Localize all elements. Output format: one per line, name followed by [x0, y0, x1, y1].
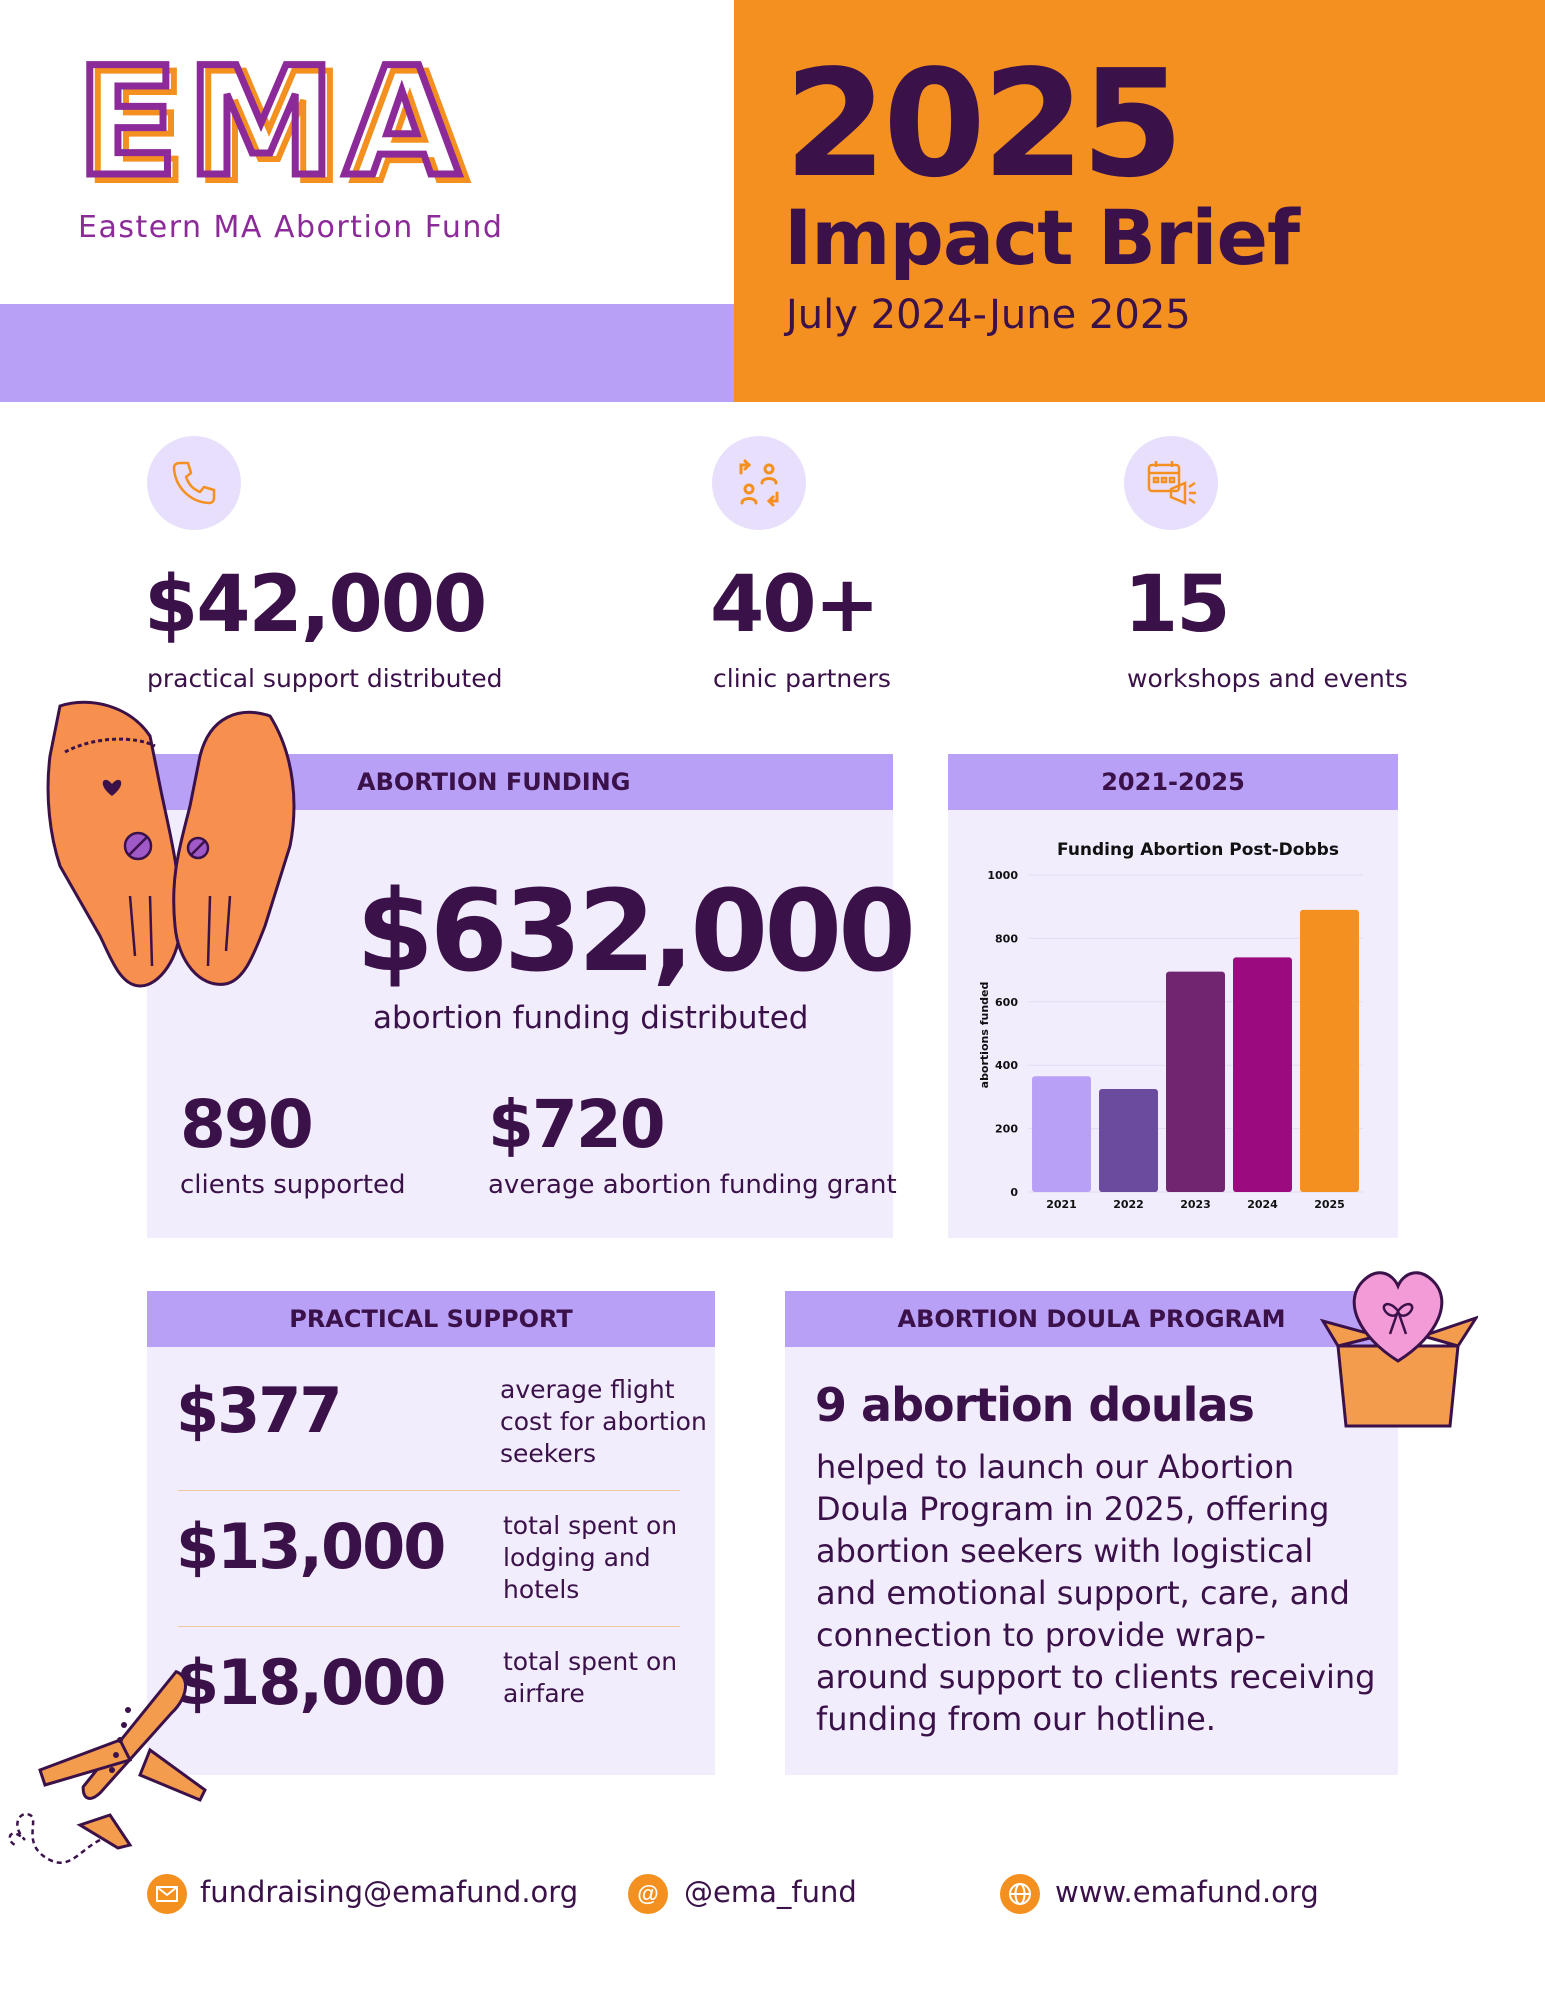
chart-y-tick-label: 800 [995, 932, 1018, 945]
chart-y-tick-label: 200 [995, 1123, 1018, 1136]
chart-y-tick-label: 400 [995, 1059, 1018, 1072]
abortion-funding-total: $632,000 [356, 867, 916, 997]
calendar-megaphone-icon [1124, 436, 1218, 530]
abortion-funding-total-label: abortion funding distributed [373, 1000, 809, 1036]
chart-y-tick-label: 600 [995, 996, 1018, 1009]
lodging-label: total spent on lodging and hotels [503, 1511, 678, 1604]
phone-icon [147, 436, 241, 530]
divider [178, 1626, 680, 1627]
clients-supported-value: 890 [180, 1086, 314, 1163]
stat-practical-support-value: $42,000 [144, 560, 487, 650]
airfare-value: $18,000 [176, 1646, 446, 1719]
chart-bar-2023 [1166, 971, 1225, 1192]
airplane-illustration [0, 1650, 220, 1875]
chart-y-tick-label: 1000 [987, 869, 1018, 882]
doula-program-panel [785, 1291, 1398, 1775]
chart-x-tick-label: 2024 [1247, 1198, 1278, 1211]
airfare-label: total spent on airfare [503, 1647, 678, 1708]
logo-letters-shadow: EMA [84, 58, 476, 198]
at-icon: @ [628, 1874, 668, 1914]
chart-x-tick-label: 2021 [1046, 1198, 1077, 1211]
doula-headline: 9 abortion doulas [815, 1378, 1255, 1432]
stat-workshops-label: workshops and events [1127, 664, 1408, 693]
lodging-value: $13,000 [176, 1510, 446, 1583]
chart-bar-2022 [1099, 1088, 1158, 1192]
practical-support-panel [147, 1291, 715, 1775]
chart-title: Funding Abortion Post-Dobbs [1057, 840, 1339, 860]
stat-practical-support-label: practical support distributed [147, 664, 503, 693]
chart-bar-2021 [1032, 1076, 1091, 1192]
stat-clinic-partners-value: 40+ [710, 560, 880, 650]
chart-y-tick-label: 0 [1010, 1186, 1018, 1199]
ema-logo: EMA EMA [73, 33, 536, 220]
chart-x-tick-label: 2025 [1314, 1198, 1345, 1211]
envelope-icon [147, 1874, 187, 1914]
report-period: July 2024-June 2025 [786, 292, 1191, 338]
stat-clinic-partners-label: clinic partners [713, 664, 891, 693]
doula-program-heading: ABORTION DOULA PROGRAM [785, 1291, 1398, 1347]
average-grant-label: average abortion funding grant [488, 1170, 897, 1200]
flight-cost-label: average flight cost for abortion seekers [500, 1375, 707, 1468]
footer-social-handle[interactable]: @ema_fund [684, 1875, 857, 1909]
report-year: 2025 [784, 38, 1184, 210]
doula-description: helped to launch our Abortion Doula Prog… [816, 1448, 1376, 1738]
report-title: Impact Brief [784, 193, 1300, 282]
footer-email[interactable]: fundraising@emafund.org [200, 1875, 579, 1909]
logo-letters: EMA [76, 58, 468, 198]
chart-x-tick-label: 2022 [1113, 1198, 1144, 1211]
heart-box-illustration [1318, 1256, 1480, 1441]
header-lavender-bar [0, 304, 734, 402]
chart-bar-2024 [1233, 957, 1292, 1192]
practical-support-heading: PRACTICAL SUPPORT [147, 1291, 715, 1347]
chart-x-tick-label: 2023 [1180, 1198, 1211, 1211]
clients-supported-label: clients supported [180, 1170, 406, 1200]
flight-cost-value: $377 [176, 1374, 343, 1447]
globe-icon [1000, 1874, 1040, 1914]
chart-panel-heading: 2021-2025 [948, 754, 1398, 810]
logo-subtitle: Eastern MA Abortion Fund [78, 210, 504, 245]
footer-website[interactable]: www.emafund.org [1055, 1875, 1319, 1909]
people-exchange-icon [712, 436, 806, 530]
chart-bar-2025 [1300, 909, 1359, 1192]
average-grant-value: $720 [488, 1086, 666, 1163]
chart-y-axis-label: abortions funded [978, 982, 991, 1089]
abortion-funding-chart: Funding Abortion Post-Dobbs abortions fu… [978, 840, 1363, 1211]
header-orange-block [734, 0, 1545, 402]
hands-illustration [40, 696, 300, 1001]
divider [178, 1490, 680, 1491]
stat-workshops-value: 15 [1124, 560, 1231, 650]
